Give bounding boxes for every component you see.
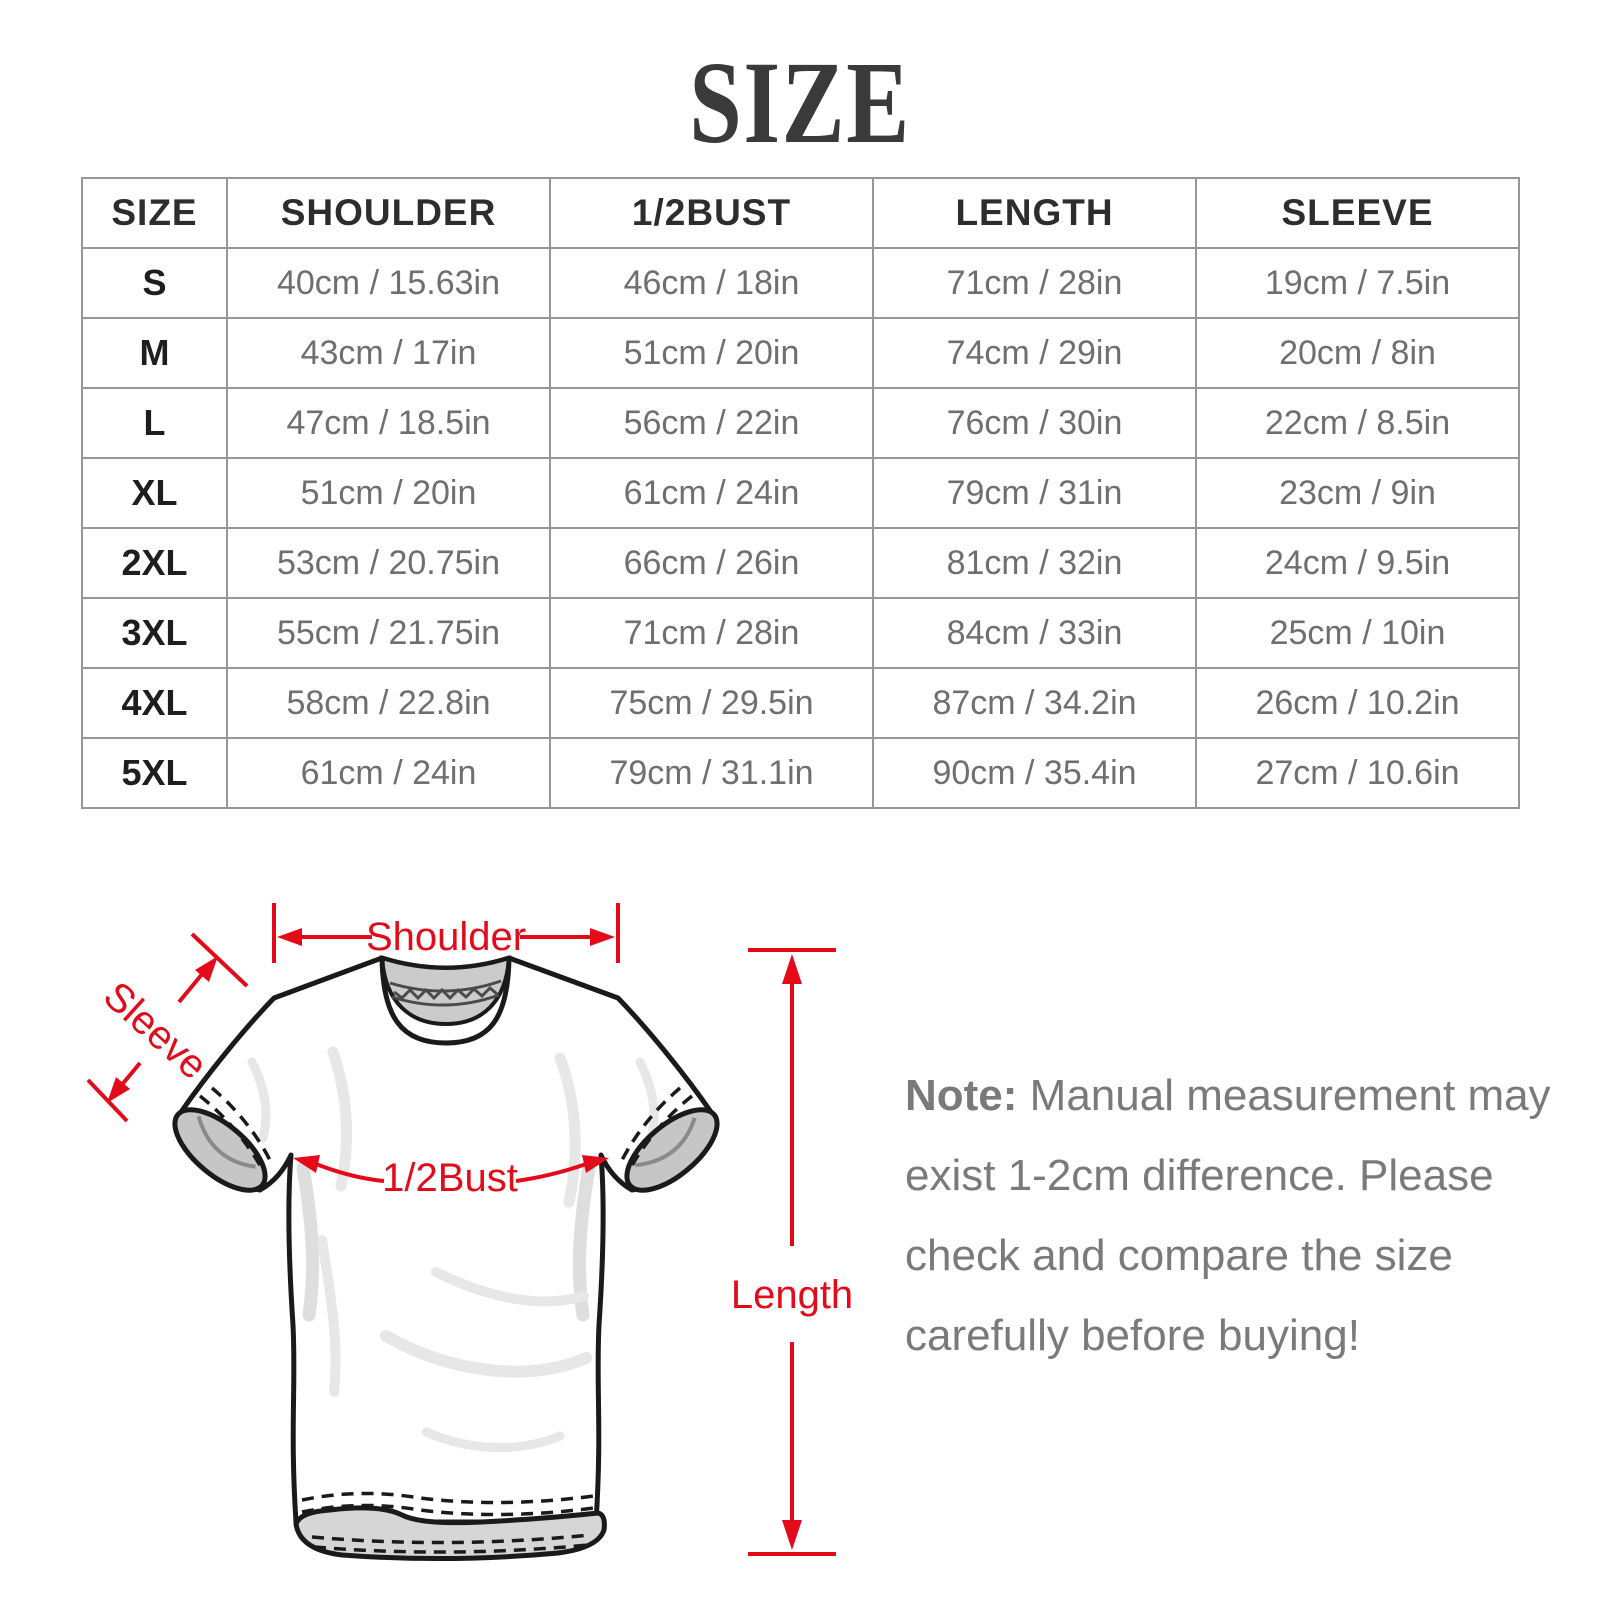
table-cell: 53cm / 20.75in — [226, 527, 551, 599]
table-cell: 40cm / 15.63in — [226, 247, 551, 319]
arrow-right-icon — [590, 928, 615, 946]
arrow-left-icon — [293, 1155, 320, 1173]
table-cell: 19cm / 7.5in — [1195, 247, 1520, 319]
size-cell: L — [81, 387, 228, 459]
header-sleeve: SLEEVE — [1195, 177, 1520, 249]
tshirt-measurement-diagram: Shoulder Sleeve 1/2Bust Length — [86, 903, 853, 1562]
size-cell: M — [81, 317, 228, 389]
table-cell: 20cm / 8in — [1195, 317, 1520, 389]
table-cell: 90cm / 35.4in — [872, 737, 1197, 809]
arrow-up-icon — [782, 954, 802, 984]
header-size: SIZE — [81, 177, 228, 249]
size-cell: 2XL — [81, 527, 228, 599]
table-cell: 23cm / 9in — [1195, 457, 1520, 529]
collar — [379, 955, 512, 1046]
note-text: carefully before buying! — [905, 1311, 1360, 1360]
table-cell: 71cm / 28in — [549, 597, 874, 669]
table-cell: 24cm / 9.5in — [1195, 527, 1520, 599]
table-cell: 84cm / 33in — [872, 597, 1197, 669]
table-cell: 74cm / 29in — [872, 317, 1197, 389]
length-label: Length — [731, 1273, 853, 1317]
table-cell: 43cm / 17in — [226, 317, 551, 389]
note-text: exist 1-2cm difference. Please — [905, 1151, 1494, 1200]
bottom-hem — [293, 1491, 607, 1562]
arrow-down-left-icon — [107, 1077, 130, 1103]
size-cell: XL — [81, 457, 228, 529]
header-shoulder: SHOULDER — [226, 177, 551, 249]
arrow-left-icon — [277, 928, 302, 946]
table-row: 5XL 61cm / 24in 79cm / 31.1in 90cm / 35.… — [81, 737, 1520, 809]
table-header-row: SIZE SHOULDER 1/2BUST LENGTH SLEEVE — [81, 177, 1520, 249]
table-cell: 79cm / 31in — [872, 457, 1197, 529]
measurement-note: Note: Manual measurement may exist 1-2cm… — [905, 1056, 1565, 1376]
table-cell: 81cm / 32in — [872, 527, 1197, 599]
shoulder-label: Shoulder — [366, 915, 526, 959]
bust-measure: 1/2Bust — [293, 1155, 609, 1200]
cuff-stitching — [198, 1086, 694, 1177]
table-row: L 47cm / 18.5in 56cm / 22in 76cm / 30in … — [81, 387, 1520, 459]
sleeve-label: Sleeve — [95, 973, 215, 1088]
table-cell: 55cm / 21.75in — [226, 597, 551, 669]
arrow-right-icon — [582, 1155, 609, 1173]
table-row: M 43cm / 17in 51cm / 20in 74cm / 29in 20… — [81, 317, 1520, 389]
arrow-down-icon — [782, 1520, 802, 1550]
table-cell: 51cm / 20in — [549, 317, 874, 389]
header-length: LENGTH — [872, 177, 1197, 249]
bust-label: 1/2Bust — [382, 1156, 518, 1200]
table-cell: 26cm / 10.2in — [1195, 667, 1520, 739]
size-table: SIZE SHOULDER 1/2BUST LENGTH SLEEVE S 40… — [81, 177, 1520, 809]
table-cell: 27cm / 10.6in — [1195, 737, 1520, 809]
table-cell: 87cm / 34.2in — [872, 667, 1197, 739]
arrow-up-right-icon — [195, 956, 218, 982]
table-cell: 47cm / 18.5in — [226, 387, 551, 459]
table-cell: 66cm / 26in — [549, 527, 874, 599]
table-row: 4XL 58cm / 22.8in 75cm / 29.5in 87cm / 3… — [81, 667, 1520, 739]
table-row: S 40cm / 15.63in 46cm / 18in 71cm / 28in… — [81, 247, 1520, 319]
table-row: 3XL 55cm / 21.75in 71cm / 28in 84cm / 33… — [81, 597, 1520, 669]
note-text: check and compare the size — [905, 1231, 1453, 1280]
table-cell: 61cm / 24in — [549, 457, 874, 529]
table-row: 2XL 53cm / 20.75in 66cm / 26in 81cm / 32… — [81, 527, 1520, 599]
size-cell: 3XL — [81, 597, 228, 669]
table-row: XL 51cm / 20in 61cm / 24in 79cm / 31in 2… — [81, 457, 1520, 529]
size-cell: S — [81, 247, 228, 319]
table-cell: 56cm / 22in — [549, 387, 874, 459]
table-cell: 79cm / 31.1in — [549, 737, 874, 809]
note-text: Manual measurement may — [1029, 1071, 1551, 1120]
note-label: Note: — [905, 1071, 1018, 1120]
header-bust: 1/2BUST — [549, 177, 874, 249]
table-cell: 22cm / 8.5in — [1195, 387, 1520, 459]
page-title: SIZE — [689, 37, 911, 168]
table-cell: 76cm / 30in — [872, 387, 1197, 459]
table-cell: 58cm / 22.8in — [226, 667, 551, 739]
table-cell: 71cm / 28in — [872, 247, 1197, 319]
size-cell: 4XL — [81, 667, 228, 739]
table-cell: 25cm / 10in — [1195, 597, 1520, 669]
size-cell: 5XL — [81, 737, 228, 809]
table-cell: 51cm / 20in — [226, 457, 551, 529]
table-cell: 46cm / 18in — [549, 247, 874, 319]
length-measure: Length — [731, 948, 853, 1556]
table-cell: 75cm / 29.5in — [549, 667, 874, 739]
shoulder-measure: Shoulder — [272, 903, 620, 963]
table-cell: 61cm / 24in — [226, 737, 551, 809]
